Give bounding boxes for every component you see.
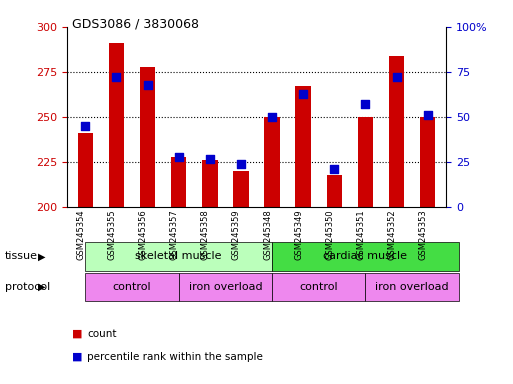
Point <box>392 74 401 81</box>
Text: control: control <box>300 282 338 292</box>
Text: iron overload: iron overload <box>376 282 449 292</box>
Text: GSM245355: GSM245355 <box>108 209 116 260</box>
Text: cardiac muscle: cardiac muscle <box>323 251 407 262</box>
Text: GSM245351: GSM245351 <box>357 209 365 260</box>
Bar <box>420 117 436 207</box>
Point <box>174 154 183 160</box>
Text: ■: ■ <box>72 329 82 339</box>
Text: GSM245358: GSM245358 <box>201 209 210 260</box>
Point <box>299 91 307 97</box>
Point <box>206 156 214 162</box>
Bar <box>233 171 249 207</box>
Text: tissue: tissue <box>5 251 38 262</box>
Bar <box>326 175 342 207</box>
Bar <box>264 117 280 207</box>
Text: count: count <box>87 329 117 339</box>
Point <box>361 101 369 108</box>
Text: GSM245359: GSM245359 <box>232 209 241 260</box>
Point <box>424 112 432 118</box>
Bar <box>295 86 311 207</box>
Bar <box>389 56 404 207</box>
Text: GSM245353: GSM245353 <box>419 209 428 260</box>
Text: GSM245349: GSM245349 <box>294 209 303 260</box>
Text: iron overload: iron overload <box>189 282 262 292</box>
Text: GSM245354: GSM245354 <box>76 209 85 260</box>
Bar <box>358 117 373 207</box>
Text: ■: ■ <box>72 352 82 362</box>
Text: GSM245357: GSM245357 <box>170 209 179 260</box>
Text: control: control <box>113 282 151 292</box>
Text: GSM245350: GSM245350 <box>325 209 334 260</box>
Point <box>144 81 152 88</box>
Text: GSM245352: GSM245352 <box>387 209 397 260</box>
Text: GSM245356: GSM245356 <box>139 209 148 260</box>
Bar <box>140 66 155 207</box>
Point <box>330 166 339 172</box>
Text: ▶: ▶ <box>38 282 46 292</box>
Bar <box>202 161 218 207</box>
Point <box>112 74 121 81</box>
Text: GSM245348: GSM245348 <box>263 209 272 260</box>
Point <box>268 114 276 120</box>
Text: percentile rank within the sample: percentile rank within the sample <box>87 352 263 362</box>
Text: ▶: ▶ <box>38 251 46 262</box>
Point <box>81 123 89 129</box>
Bar <box>109 43 124 207</box>
Text: protocol: protocol <box>5 282 50 292</box>
Text: GDS3086 / 3830068: GDS3086 / 3830068 <box>72 17 199 30</box>
Bar <box>77 133 93 207</box>
Point <box>237 161 245 167</box>
Bar <box>171 157 187 207</box>
Text: skeletal muscle: skeletal muscle <box>135 251 222 262</box>
